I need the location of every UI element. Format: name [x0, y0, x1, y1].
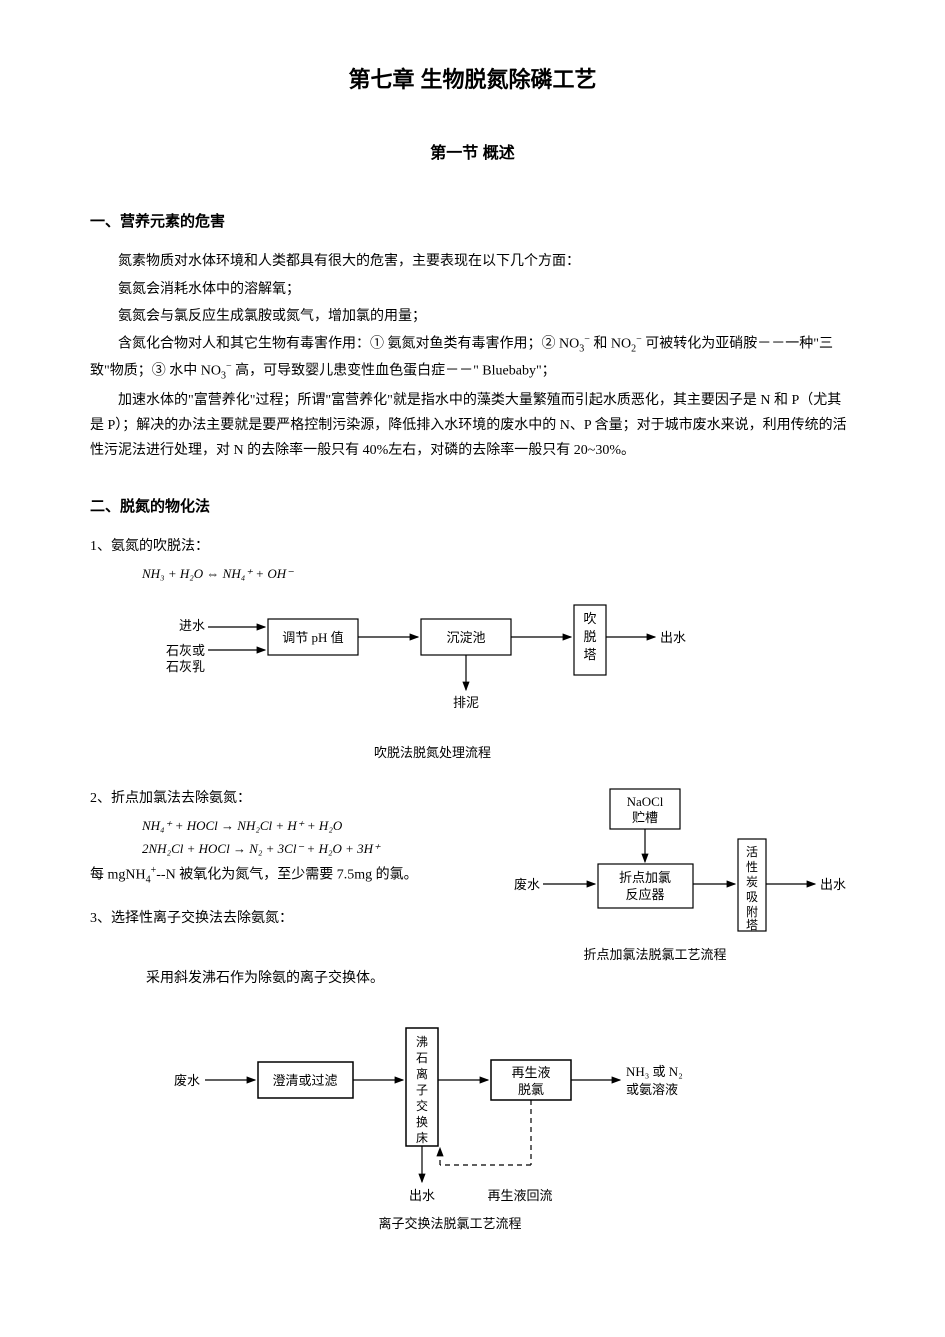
svg-text:吸: 吸 [746, 890, 758, 904]
svg-text:离: 离 [416, 1066, 428, 1081]
text: 含氮化合物对人和其它生物有毒害作用：① 氨氮对鱼类有毒害作用；② NO [118, 337, 579, 352]
svg-text:活: 活 [746, 845, 758, 859]
method-1-title: 1、氨氮的吹脱法： [90, 534, 855, 559]
section-title: 第一节 概述 [90, 140, 855, 169]
diagram-2: NaOCl 贮槽 废水 折点加氯 反应器 活 性 炭 吸 附 塔 出水 折点加氯… [495, 784, 855, 964]
heading-2: 二、脱氮的物化法 [90, 493, 855, 520]
svg-text:吹: 吹 [583, 611, 596, 626]
svg-text:床: 床 [416, 1131, 428, 1145]
label-in2: 石灰或 [166, 643, 205, 658]
svg-text:炭: 炭 [746, 875, 758, 889]
svg-text:石: 石 [416, 1051, 428, 1065]
diagram-3: 废水 澄清或过滤 沸 石 离 子 交 换 床 再生液 脱氯 NH₃ 或 N₂ 或… [150, 1010, 770, 1240]
box-regen-b: 脱氯 [518, 1082, 544, 1097]
svg-text:沸: 沸 [416, 1035, 428, 1049]
formula: NH₄⁺ + HOCl → NH₂Cl + H⁺ + H₂O [142, 814, 495, 837]
chapter-title: 第七章 生物脱氮除磷工艺 [90, 60, 855, 100]
label-naocl: NaOCl [627, 794, 664, 809]
diagram-2-caption: 折点加氯法脱氯工艺流程 [583, 947, 726, 962]
label-reactor-b: 反应器 [625, 887, 664, 902]
label-sludge: 排泥 [453, 695, 479, 710]
svg-text:性: 性 [746, 860, 758, 874]
svg-text:子: 子 [416, 1083, 428, 1097]
label-out1a: NH₃ 或 N₂ [626, 1064, 683, 1079]
para: 含氮化合物对人和其它生物有毒害作用：① 氨氮对鱼类有毒害作用；② NO3− 和 … [90, 331, 855, 386]
para: 氨氮会与氯反应生成氯胺或氮气，增加氯的用量； [90, 304, 855, 329]
method-2-text: 每 mgNH4+--N 被氧化为氮气，至少需要 7.5mg 的氯。 [90, 862, 495, 889]
heading-1: 一、营养元素的危害 [90, 208, 855, 235]
label-out2: 出水 [409, 1188, 435, 1203]
para: 加速水体的"富营养化"过程；所谓"富营养化"就是指水中的藻类大量繁殖而引起水质恶… [90, 388, 855, 464]
label-tank: 贮槽 [632, 810, 658, 825]
formula: 2NH₂Cl + HOCl → N₂ + 3Cl⁻ + H₂O + 3H⁺ [142, 837, 495, 860]
box-regen-a: 再生液 [511, 1065, 550, 1080]
method-3-title: 3、选择性离子交换法去除氨氮： [90, 906, 495, 931]
diagram-1-caption: 吹脱法脱氮处理流程 [10, 741, 855, 764]
svg-text:塔: 塔 [583, 647, 596, 662]
label-in: 废水 [174, 1073, 200, 1088]
label-out: 出水 [820, 877, 846, 892]
svg-text:脱: 脱 [583, 629, 596, 644]
label-in1: 进水 [179, 618, 205, 633]
formula: NH₃ + H₂O ⇔ NH₄⁺ + OH⁻ [142, 562, 855, 585]
text: 高，可导致婴儿患变性血色蛋白症－－" Bluebaby"； [235, 364, 556, 379]
svg-text:换: 换 [416, 1115, 428, 1129]
label-recycle: 再生液回流 [487, 1188, 552, 1203]
method-2-title: 2、折点加氯法去除氨氮： [90, 786, 495, 811]
box-sed: 沉淀池 [446, 630, 485, 645]
diagram-3-caption: 离子交换法脱氯工艺流程 [378, 1216, 521, 1231]
para: 氮素物质对水体环境和人类都具有很大的危害，主要表现在以下几个方面： [90, 249, 855, 274]
svg-text:塔: 塔 [746, 918, 758, 932]
para: 氨氮会消耗水体中的溶解氧； [90, 277, 855, 302]
text: 和 NO [593, 337, 631, 352]
box-ph: 调节 pH 值 [282, 630, 343, 645]
label-in3: 石灰乳 [166, 659, 205, 674]
label-out: 出水 [660, 630, 686, 645]
diagram-1: 进水 石灰或 石灰乳 调节 pH 值 沉淀池 排泥 吹 脱 塔 出水 [150, 595, 750, 735]
svg-text:附: 附 [746, 905, 758, 919]
label-out1b: 或氨溶液 [626, 1082, 678, 1097]
box-filter: 澄清或过滤 [272, 1073, 337, 1088]
label-in: 废水 [514, 877, 540, 892]
svg-text:交: 交 [416, 1098, 428, 1113]
method-3-text: 采用斜发沸石作为除氨的离子交换体。 [90, 966, 855, 991]
label-reactor-a: 折点加氯 [619, 870, 671, 885]
